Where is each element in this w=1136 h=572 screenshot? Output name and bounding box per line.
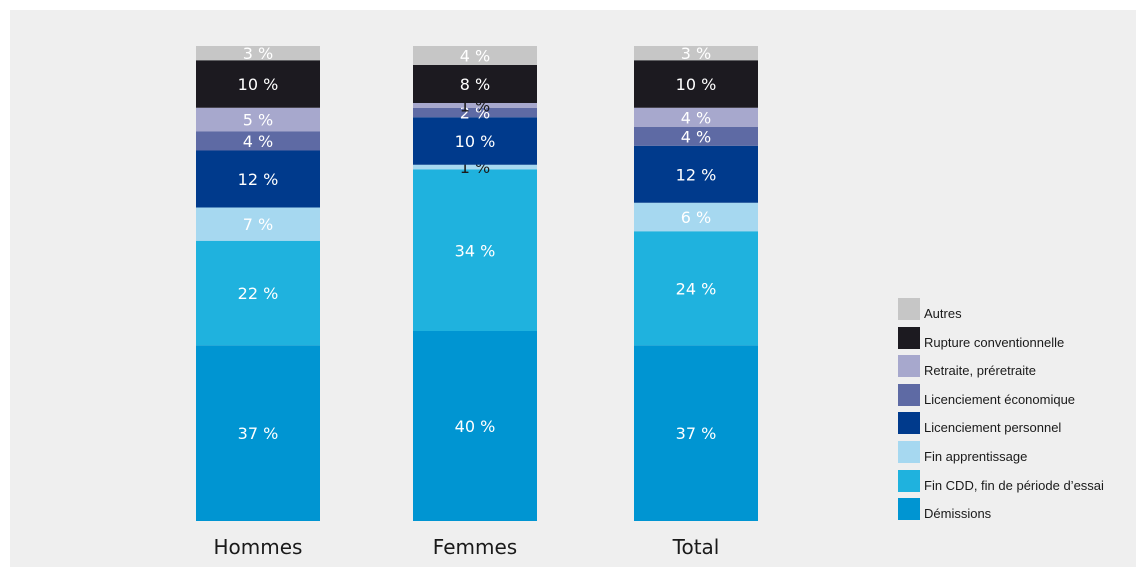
bar-segment: [634, 202, 758, 232]
bar-segment: [413, 107, 537, 118]
data-label: 22 %: [238, 284, 279, 303]
data-label: 6 %: [681, 208, 711, 227]
bar-segment: [413, 117, 537, 165]
bar-segment: [196, 107, 320, 132]
data-label: 10 %: [676, 75, 717, 94]
legend-label: Retraite, préretraite: [924, 363, 1036, 379]
bar-segment: [413, 164, 537, 170]
bar-segment: [196, 46, 320, 61]
data-label: 3 %: [681, 44, 711, 63]
bar-segment: [634, 231, 758, 346]
legend-swatch: [898, 326, 920, 349]
legend-swatch: [898, 469, 920, 492]
legend-label: Licenciement économique: [924, 391, 1076, 407]
bar-segment: [634, 60, 758, 108]
bar-segment: [634, 46, 758, 61]
bar-segment: [196, 150, 320, 208]
legend-swatch: [898, 441, 920, 463]
legend-swatch: [898, 383, 920, 406]
bar-segment: [634, 345, 758, 521]
data-label: 40 %: [455, 417, 496, 436]
bar-segment: [196, 207, 320, 241]
stacked-bar-chart: 37 % 22 % 7 % 12 % 4 % 5 % 10 % 3 % Hommes 40 % 34…: [196, 44, 758, 559]
legend-swatch: [898, 498, 920, 521]
data-label: 8 %: [460, 75, 490, 94]
data-label: 3 %: [243, 44, 273, 63]
legend-label: Licenciement personnel: [924, 420, 1062, 436]
legend-label: Autres: [924, 306, 962, 321]
bar-segment: [413, 169, 537, 331]
data-label: 34 %: [455, 241, 496, 260]
legend-label: Rupture conventionnelle: [924, 334, 1065, 350]
data-label: 12 %: [676, 165, 717, 184]
category-label: Femmes: [433, 535, 517, 559]
bar-segment: [196, 60, 320, 108]
data-label: 4 %: [460, 47, 490, 66]
chart-panel: 37 % 22 % 7 % 12 % 4 % 5 % 10 % 3 % Hommes 40 % 34…: [10, 10, 1136, 567]
legend-label: Fin CDD, fin de période d’essai: [924, 477, 1104, 493]
bar-segment: [413, 65, 537, 103]
data-label: 24 %: [676, 279, 717, 298]
bar-segment: [413, 103, 537, 108]
bar-segment: [196, 240, 320, 346]
data-label: 37 %: [238, 424, 279, 443]
data-label: 10 %: [238, 75, 279, 94]
bar-segment: [196, 131, 320, 151]
category-label: Hommes: [214, 535, 303, 559]
legend-label: Fin apprentissage: [924, 449, 1028, 464]
bar-segment: [413, 331, 537, 521]
legend-swatch: [898, 355, 920, 378]
data-label: 10 %: [455, 132, 496, 151]
data-label: 2 %: [460, 104, 490, 123]
data-label: 5 %: [243, 111, 273, 130]
data-label: 4 %: [681, 108, 711, 127]
data-label: 12 %: [238, 170, 279, 189]
data-label: 4 %: [681, 127, 711, 146]
bar-segment: [634, 126, 758, 146]
legend-label: Démissions: [924, 506, 992, 522]
bar-segment: [634, 107, 758, 127]
legend-swatch: [898, 412, 920, 435]
category-label: Total: [672, 535, 720, 559]
bar-segment: [196, 345, 320, 521]
data-label: 4 %: [243, 132, 273, 151]
data-label: 7 %: [243, 215, 273, 234]
bar-segment: [634, 145, 758, 203]
legend-swatch: [898, 298, 920, 320]
bar-segment: [413, 46, 537, 65]
data-label: 37 %: [676, 424, 717, 443]
